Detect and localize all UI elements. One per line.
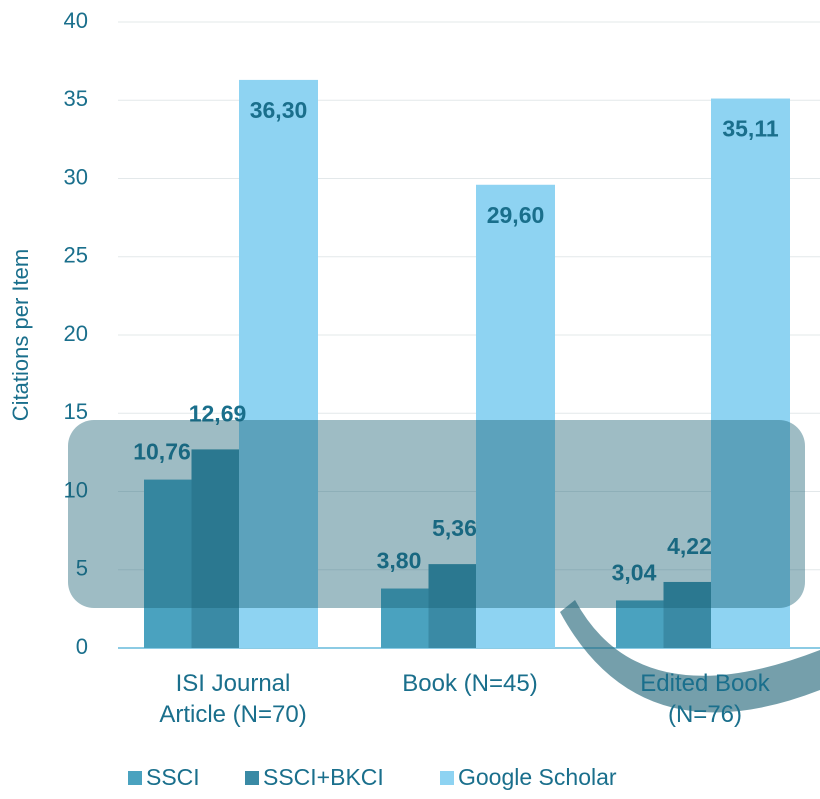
x-tick-label: Edited Book (N=76) xyxy=(640,670,770,728)
y-tick-label: 20 xyxy=(64,321,88,346)
y-tick-label: 35 xyxy=(64,86,88,111)
y-axis-label: Citations per Item xyxy=(8,249,33,421)
value-label: 35,11 xyxy=(722,116,778,142)
y-tick-label: 10 xyxy=(64,477,88,502)
y-tick-label: 25 xyxy=(64,243,88,268)
legend-swatch xyxy=(245,771,259,785)
y-tick-label: 0 xyxy=(76,634,88,659)
y-tick-label: 40 xyxy=(64,8,88,33)
legend-item: SSCI xyxy=(128,764,200,790)
legend-label: Google Scholar xyxy=(458,764,617,790)
legend-label: SSCI xyxy=(146,764,200,790)
x-tick-label: ISI Journal Article (N=70) xyxy=(159,670,307,728)
legend-label: SSCI+BKCI xyxy=(263,764,384,790)
value-label: 4,22 xyxy=(667,533,712,559)
value-label: 36,30 xyxy=(250,97,308,123)
x-tick-label: Book (N=45) xyxy=(402,670,538,697)
value-label: 29,60 xyxy=(487,202,545,228)
value-label: 3,04 xyxy=(612,560,657,586)
bar xyxy=(239,79,318,648)
bar xyxy=(711,98,790,648)
bar xyxy=(476,184,555,648)
overlay-arc xyxy=(560,600,820,713)
value-label: 10,76 xyxy=(133,439,191,465)
legend-swatch xyxy=(440,771,454,785)
y-tick-label: 15 xyxy=(64,399,88,424)
overlay-panel xyxy=(68,420,805,608)
value-label: 5,36 xyxy=(432,515,477,541)
legend-item: Google Scholar xyxy=(440,764,617,790)
value-label: 3,80 xyxy=(377,548,422,574)
value-label: 12,69 xyxy=(189,400,247,426)
y-tick-label: 30 xyxy=(64,164,88,189)
legend-swatch xyxy=(128,771,142,785)
legend-item: SSCI+BKCI xyxy=(245,764,384,790)
y-tick-label: 5 xyxy=(76,556,88,581)
